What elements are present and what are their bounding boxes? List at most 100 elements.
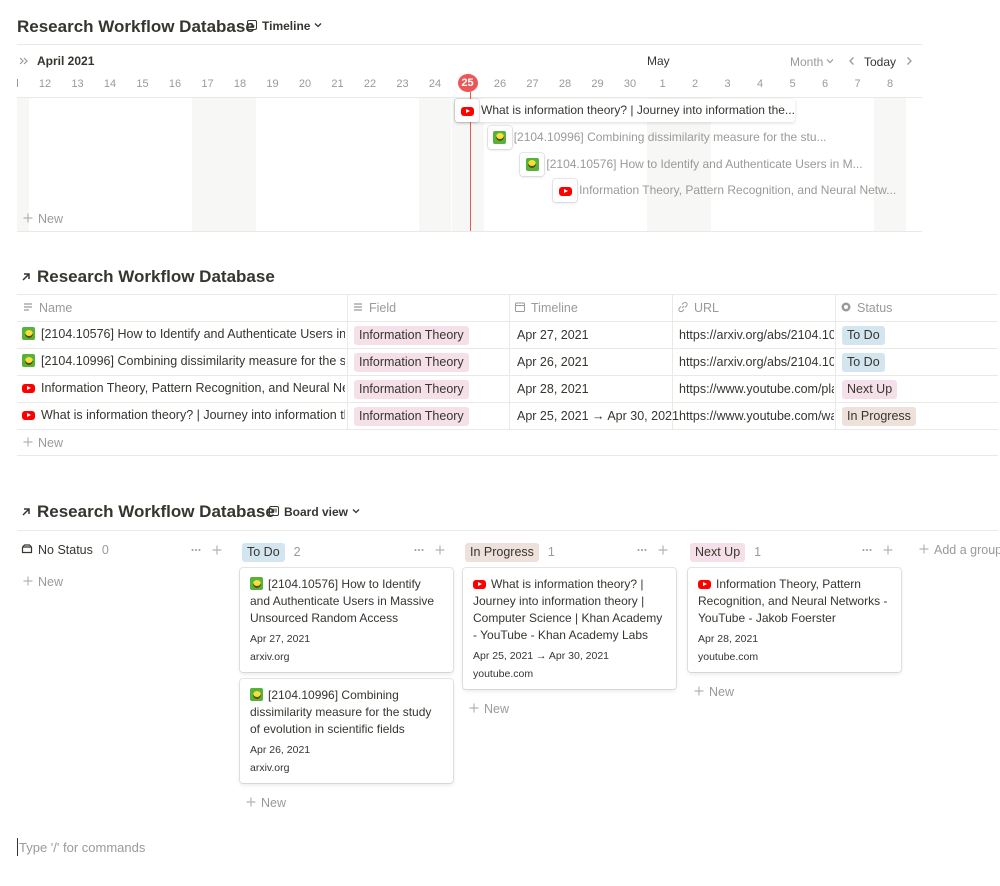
column-icon-glyph: [515, 302, 525, 312]
group-tag: To Do: [242, 543, 285, 562]
timeline-item-label[interactable]: Information Theory, Pattern Recognition,…: [579, 183, 897, 198]
chevron-icon-glyph: [826, 59, 834, 64]
column-icon: [22, 301, 34, 316]
timeline-cell: Apr 25, 2021 → Apr 30, 2021: [517, 409, 679, 423]
scale-label: Month: [790, 55, 824, 69]
column-header[interactable]: Name: [22, 301, 72, 316]
add-card-button[interactable]: [211, 544, 223, 559]
field-cell: Information Theory: [354, 380, 469, 399]
status-cell: To Do: [842, 353, 885, 372]
view-icon-glyph: [269, 506, 279, 517]
more-button[interactable]: [413, 544, 425, 559]
new-label: New: [38, 436, 64, 450]
name-cell[interactable]: Information Theory, Pattern Recognition,…: [22, 381, 345, 395]
card[interactable]: [2104.10996] Combining dissimilarity mea…: [240, 679, 453, 783]
more-button[interactable]: [636, 544, 648, 559]
timeline-item-handle[interactable]: [553, 179, 578, 203]
day-label: 12: [38, 78, 52, 90]
new-button[interactable]: New: [22, 212, 63, 227]
table-title: Research Workflow Database: [37, 267, 275, 286]
view-switcher[interactable]: Timeline: [246, 19, 324, 34]
scale-switcher[interactable]: Month: [790, 55, 836, 70]
caret: [17, 838, 18, 856]
add-card-button[interactable]: [657, 544, 669, 559]
view-switcher[interactable]: Board view: [268, 505, 362, 520]
card-date: Apr 25, 2021 → Apr 30, 2021: [473, 650, 610, 662]
today-day: 25: [457, 74, 478, 92]
column-divider: [672, 294, 673, 429]
url-cell[interactable]: https://arxiv.org/abs/2104.105: [679, 328, 834, 342]
timeline-item-handle[interactable]: [520, 152, 545, 176]
timeline-item-label[interactable]: [2104.10576] How to Identify and Authent…: [546, 156, 863, 171]
card-source: youtube.com: [698, 651, 759, 663]
timeline-item-label[interactable]: What is information theory? | Journey in…: [481, 103, 795, 117]
command-hint[interactable]: Type '/' for commands: [19, 840, 146, 855]
group-header: No Status 0: [21, 543, 109, 558]
youtube-icon: [558, 187, 572, 197]
field-cell: Information Theory: [354, 407, 469, 426]
plus-icon: [693, 685, 705, 700]
field-cell: Information Theory: [354, 353, 469, 372]
day-label: 26: [493, 78, 507, 90]
youtube-icon: [22, 384, 35, 393]
column-header[interactable]: Field: [352, 301, 396, 316]
timeline-item-handle[interactable]: [487, 125, 512, 149]
arxiv-icon: [250, 577, 263, 590]
name-text: [2104.10996] Combining dissimilarity mea…: [41, 354, 345, 368]
add-card-button[interactable]: [434, 544, 446, 559]
divider: [17, 348, 998, 349]
divider: [17, 97, 922, 98]
name-cell[interactable]: What is information theory? | Journey in…: [22, 408, 345, 422]
add-card-button[interactable]: [882, 544, 894, 559]
card[interactable]: What is information theory? | Journey in…: [463, 568, 676, 689]
more-button[interactable]: [190, 544, 202, 559]
card[interactable]: Information Theory, Pattern Recognition,…: [688, 568, 901, 672]
new-button[interactable]: New: [463, 696, 678, 723]
name-text: Information Theory, Pattern Recognition,…: [41, 381, 345, 395]
day-label: 4: [756, 78, 764, 90]
more-button[interactable]: [861, 544, 873, 559]
column-header[interactable]: Status: [840, 301, 892, 316]
day-label: 29: [591, 78, 604, 90]
timeline-item-card[interactable]: [455, 99, 795, 122]
arxiv-icon: [493, 130, 507, 144]
new-button[interactable]: New: [688, 679, 903, 706]
chevron-icon-glyph: [352, 509, 360, 514]
prev-button[interactable]: [846, 55, 858, 70]
column-header[interactable]: Timeline: [514, 301, 578, 316]
add-group-button[interactable]: Add a group: [918, 543, 1000, 558]
new-button[interactable]: New: [240, 790, 455, 817]
group-icon-glyph: [21, 544, 33, 554]
url-cell[interactable]: https://www.youtube.com/wat: [679, 409, 834, 423]
url-cell[interactable]: https://www.youtube.com/play: [679, 382, 834, 396]
name-cell[interactable]: [2104.10996] Combining dissimilarity mea…: [22, 354, 345, 368]
url-cell[interactable]: https://arxiv.org/abs/2104.109: [679, 355, 834, 369]
arxiv-icon: [22, 354, 35, 367]
day-label: 3: [724, 78, 731, 90]
new-label: New: [38, 575, 64, 589]
new-button[interactable]: New: [17, 575, 232, 590]
group-count: 0: [101, 543, 109, 557]
add-card-button-glyph: [658, 545, 668, 555]
day-label: 19: [266, 78, 279, 90]
next-button[interactable]: [903, 55, 915, 70]
plus-icon: [22, 575, 34, 590]
card-source: arxiv.org: [250, 651, 290, 663]
group-column: New: [17, 568, 232, 590]
group-name: No Status: [38, 543, 93, 557]
timeline-item-label[interactable]: [2104.10996] Combining dissimilarity mea…: [513, 129, 827, 144]
column-header[interactable]: URL: [677, 301, 719, 316]
card[interactable]: [2104.10576] How to Identify and Authent…: [240, 568, 453, 672]
name-cell[interactable]: [2104.10576] How to Identify and Authent…: [22, 327, 345, 341]
column-header-label: Status: [857, 301, 893, 315]
day-label: 23: [396, 78, 409, 90]
divider: [17, 455, 998, 456]
today-button[interactable]: Today: [864, 55, 897, 69]
day-label: 8: [886, 78, 894, 90]
day-label: 15: [136, 78, 149, 90]
timeline-item-handle[interactable]: [455, 99, 479, 122]
card-title-text: What is information theory? | Journey in…: [473, 577, 663, 642]
month-label: April 2021: [37, 54, 95, 68]
new-button[interactable]: New: [22, 436, 63, 451]
group-header: To Do 2: [242, 543, 301, 562]
